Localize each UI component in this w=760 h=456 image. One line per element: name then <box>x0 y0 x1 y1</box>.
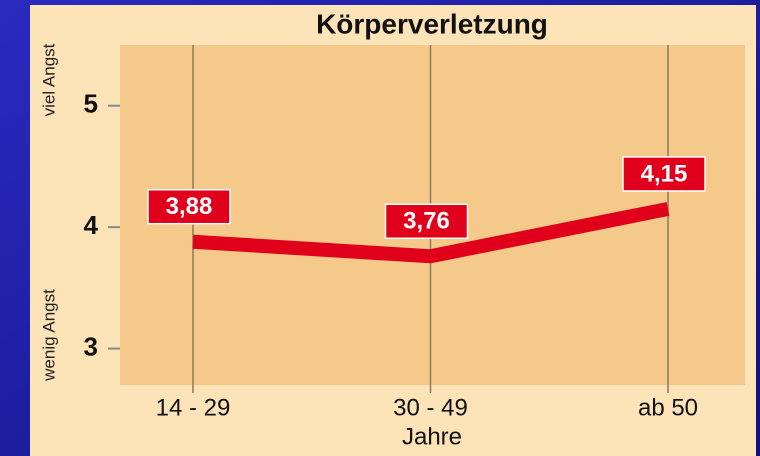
x-tick-label: ab 50 <box>638 394 698 421</box>
y-tick-label: 4 <box>84 210 99 240</box>
chart-title: Körperverletzung <box>316 8 548 39</box>
x-tick-label: 30 - 49 <box>393 394 468 421</box>
y-tick-label: 5 <box>84 89 98 119</box>
value-label: 3,76 <box>403 208 450 235</box>
y-label-bottom: wenig Angst <box>39 289 58 382</box>
x-tick-label: 14 - 29 <box>156 394 231 421</box>
value-label-box <box>147 188 231 225</box>
y-tick-label: 3 <box>84 331 98 361</box>
value-label-box <box>384 203 469 240</box>
x-axis-label: Jahre <box>402 423 462 450</box>
y-label-top: viel Angst <box>39 43 58 116</box>
value-label-box <box>622 156 706 192</box>
line <box>192 202 670 264</box>
value-label: 3,88 <box>166 193 213 220</box>
value-label: 4,15 <box>641 160 688 187</box>
